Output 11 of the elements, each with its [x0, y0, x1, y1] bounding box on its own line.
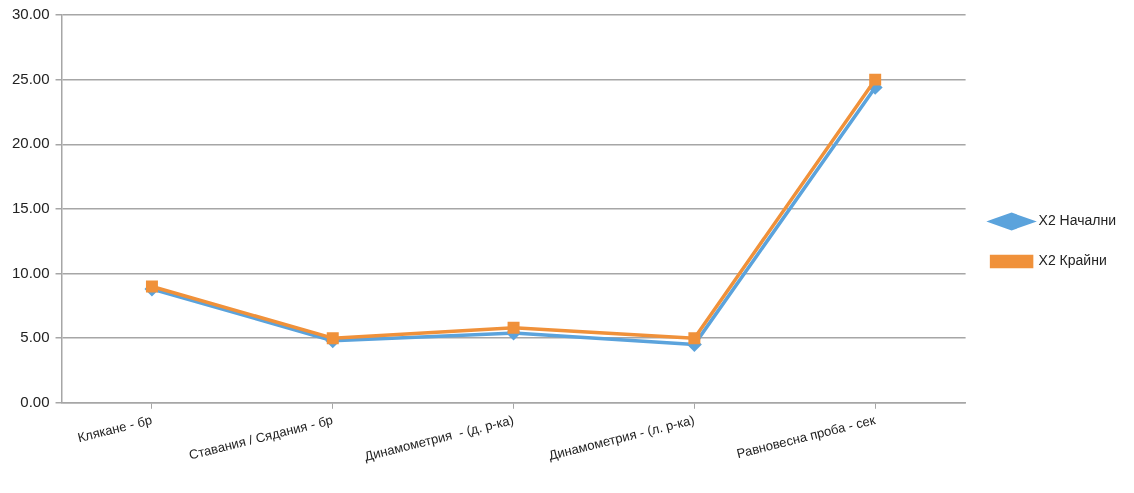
- y-tick-label: 5.00: [20, 328, 50, 346]
- x-tick-label: Клякане - бр: [76, 412, 154, 446]
- x-tick-label: Ставания / Сядания - бр: [187, 412, 335, 463]
- legend-label: X2 Начални: [1038, 212, 1116, 229]
- y-tick-label: 30.00: [11, 5, 50, 23]
- y-tick-label: 10.00: [11, 263, 50, 281]
- y-tick-label: 25.00: [11, 69, 50, 87]
- legend-label: X2 Крайни: [1038, 252, 1107, 269]
- y-tick-label: 15.00: [11, 199, 50, 217]
- y-tick-label: 20.00: [11, 134, 50, 152]
- y-tick-label: 0.00: [20, 392, 50, 410]
